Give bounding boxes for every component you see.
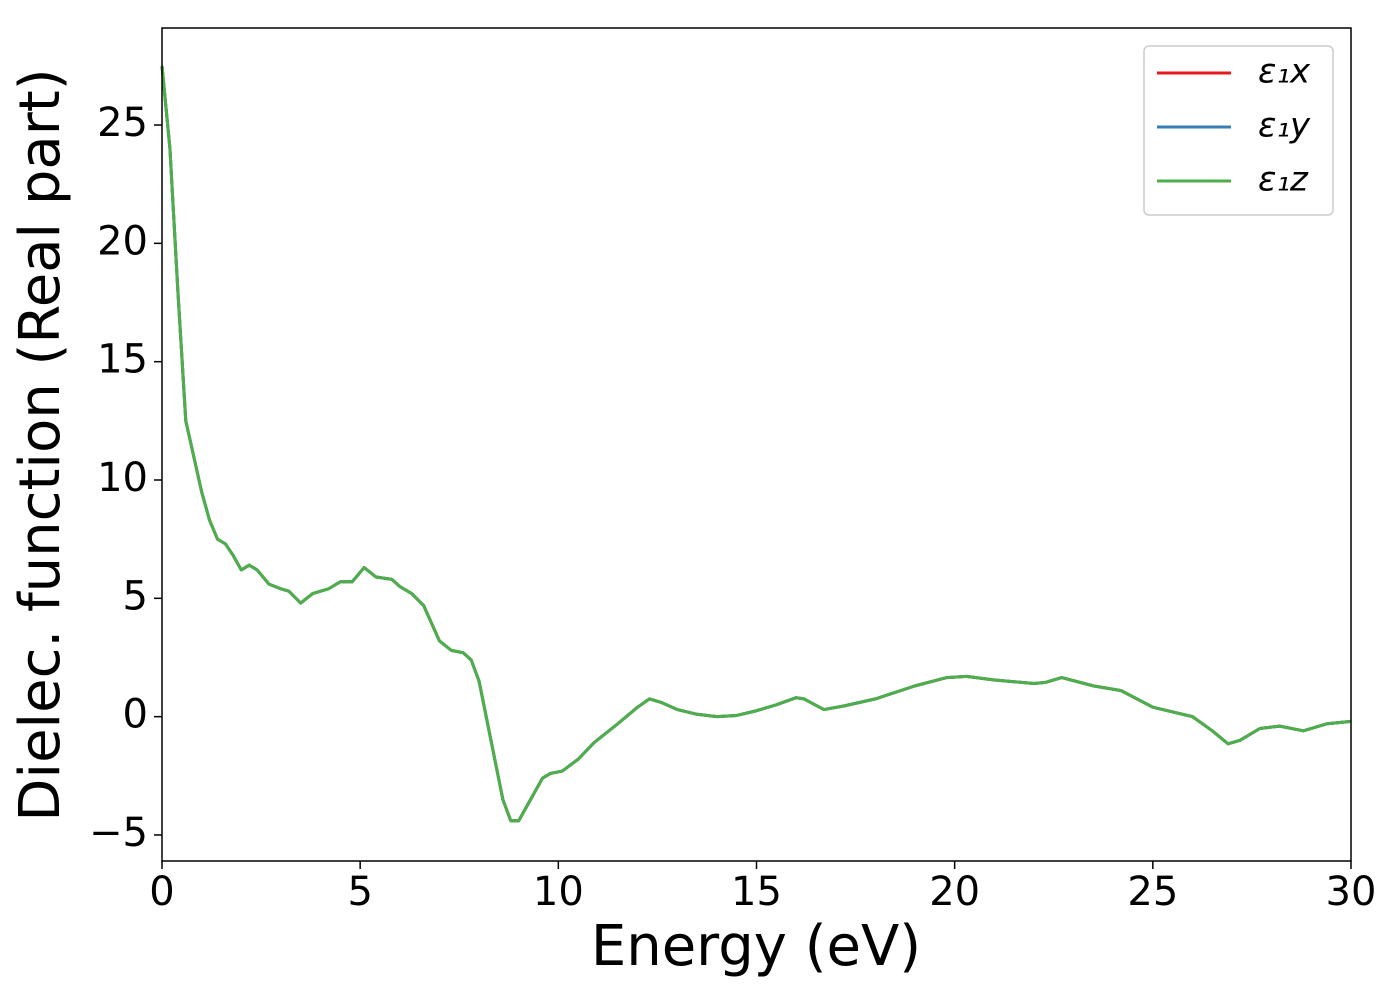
y-tick-label: 15	[97, 337, 148, 383]
y-tick-label: 5	[123, 573, 148, 619]
y-tick-label: 0	[123, 692, 148, 738]
x-tick-label: 30	[1326, 869, 1377, 915]
x-tick-label: 20	[929, 869, 980, 915]
y-tick-label: 20	[97, 218, 148, 264]
x-tick-label: 0	[149, 869, 174, 915]
plot-frame	[161, 27, 1352, 862]
y-tick-label: 10	[97, 455, 148, 501]
legend-label: ε₁x	[1258, 52, 1311, 92]
x-tick-label: 5	[347, 869, 372, 915]
legend-label: ε₁z	[1258, 160, 1309, 200]
x-tick-label: 10	[533, 869, 584, 915]
x-tick-label: 15	[731, 869, 782, 915]
legend: ε₁x ε₁y ε₁z	[1143, 45, 1334, 216]
x-tick-label: 25	[1127, 869, 1178, 915]
legend-label: ε₁y	[1258, 106, 1311, 146]
series-line	[160, 65, 1352, 823]
y-tick-label: −5	[89, 810, 148, 856]
y-axis-label: Dielec. function (Real part)	[8, 68, 73, 821]
y-tick-label: 25	[97, 100, 148, 146]
x-axis-label: Energy (eV)	[591, 914, 921, 979]
legend-box	[1143, 45, 1334, 216]
